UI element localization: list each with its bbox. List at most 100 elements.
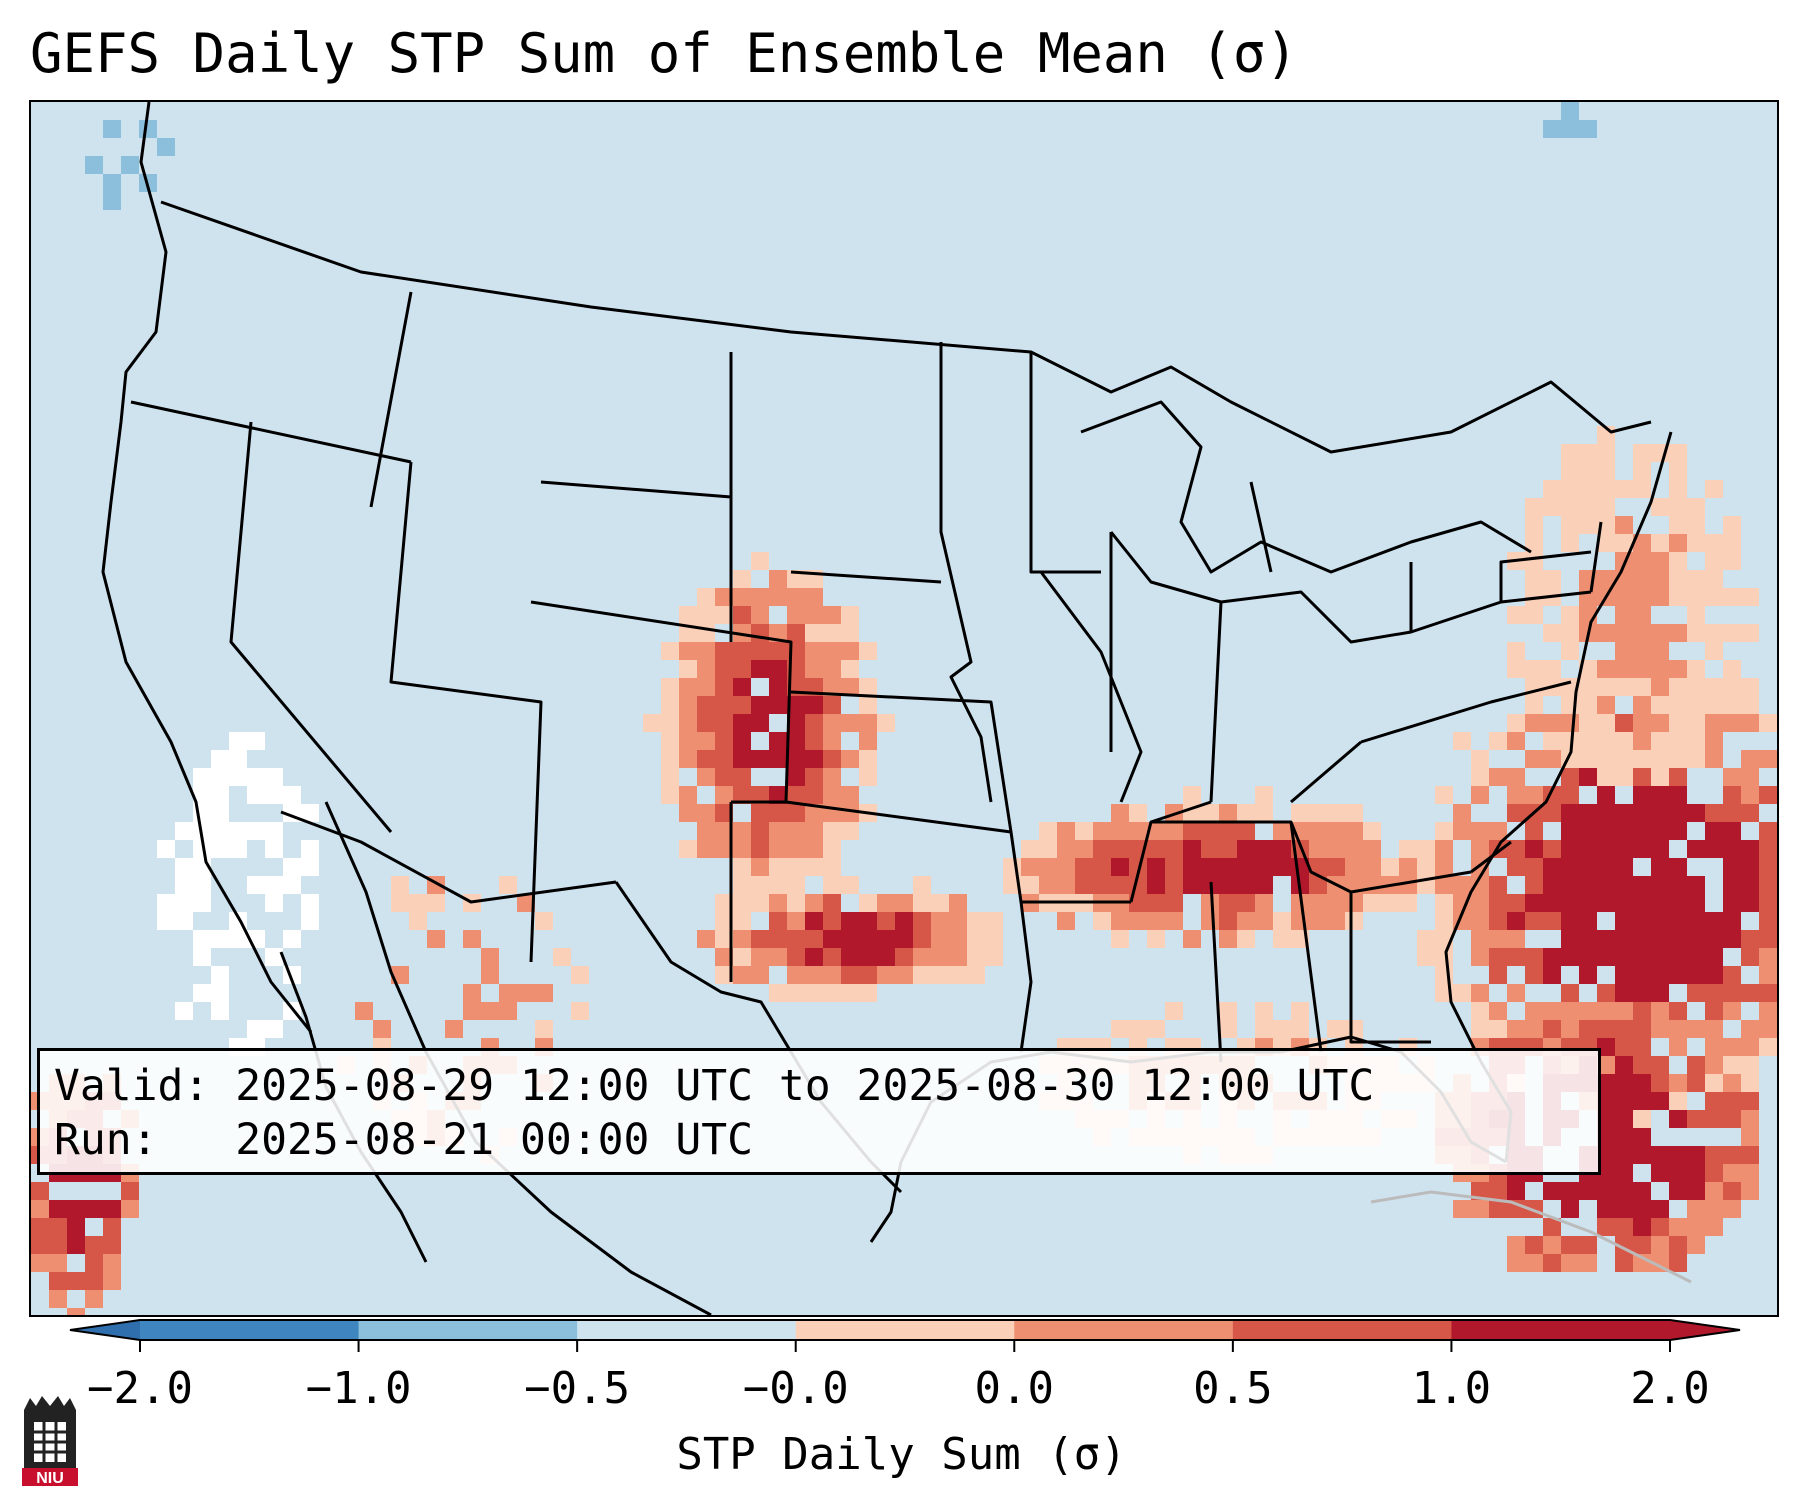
anomaly-cell: [1669, 1236, 1687, 1254]
anomaly-cell: [697, 768, 715, 786]
anomaly-cell: [823, 678, 841, 696]
anomaly-cell: [85, 1236, 103, 1254]
anomaly-cell: [49, 1236, 67, 1254]
anomaly-cell: [1651, 876, 1669, 894]
colorbar-segment: [577, 1320, 797, 1340]
anomaly-cell: [1237, 930, 1255, 948]
anomaly-cell: [1561, 1182, 1579, 1200]
anomaly-cell: [1579, 444, 1597, 462]
anomaly-cell: [1291, 912, 1309, 930]
anomaly-cell: [1471, 876, 1489, 894]
anomaly-cell: [1759, 948, 1777, 966]
anomaly-cell: [1705, 1056, 1723, 1074]
anomaly-cell: [1255, 840, 1273, 858]
anomaly-cell: [967, 912, 985, 930]
anomaly-cell: [769, 858, 787, 876]
anomaly-cell: [769, 876, 787, 894]
anomaly-cell: [247, 786, 265, 804]
anomaly-cell: [715, 966, 733, 984]
anomaly-cell: [1309, 876, 1327, 894]
anomaly-cell: [1615, 1002, 1633, 1020]
anomaly-cell: [787, 714, 805, 732]
anomaly-cell: [1615, 1254, 1633, 1272]
anomaly-cell: [1651, 642, 1669, 660]
anomaly-cell: [1543, 1182, 1561, 1200]
anomaly-cell: [1669, 876, 1687, 894]
anomaly-cell: [823, 642, 841, 660]
anomaly-cell: [1669, 1164, 1687, 1182]
anomaly-cell: [1723, 1092, 1741, 1110]
anomaly-cell: [1669, 1218, 1687, 1236]
anomaly-cell: [1525, 876, 1543, 894]
anomaly-cell: [1615, 1020, 1633, 1038]
anomaly-cell: [103, 1236, 121, 1254]
anomaly-cell: [1579, 1002, 1597, 1020]
anomaly-cell: [1633, 732, 1651, 750]
colorbar-segment: [140, 1320, 360, 1340]
anomaly-cell: [175, 858, 193, 876]
anomaly-cell: [1183, 876, 1201, 894]
anomaly-cell: [463, 930, 481, 948]
anomaly-cell: [661, 786, 679, 804]
colorbar-label: STP Daily Sum (σ): [676, 1429, 1127, 1480]
anomaly-cell: [805, 786, 823, 804]
anomaly-cell: [1633, 552, 1651, 570]
anomaly-cell: [1759, 912, 1777, 930]
anomaly-cell: [1507, 804, 1525, 822]
anomaly-cell: [571, 1002, 589, 1020]
anomaly-cell: [1723, 1182, 1741, 1200]
anomaly-cell: [733, 948, 751, 966]
anomaly-cell: [1597, 858, 1615, 876]
anomaly-cell: [1705, 1146, 1723, 1164]
anomaly-cell: [715, 930, 733, 948]
anomaly-cell: [1579, 1236, 1597, 1254]
anomaly-cell: [1615, 822, 1633, 840]
anomaly-cell: [1741, 894, 1759, 912]
anomaly-cell: [1597, 624, 1615, 642]
anomaly-cell: [1741, 1128, 1759, 1146]
anomaly-cell: [211, 822, 229, 840]
anomaly-cell: [1687, 1056, 1705, 1074]
anomaly-cell: [1597, 894, 1615, 912]
anomaly-cell: [1723, 822, 1741, 840]
anomaly-cell: [517, 894, 535, 912]
anomaly-cell: [805, 714, 823, 732]
anomaly-cell: [247, 732, 265, 750]
anomaly-cell: [1615, 912, 1633, 930]
anomaly-cell: [661, 678, 679, 696]
anomaly-cell: [1183, 840, 1201, 858]
anomaly-cell: [1201, 822, 1219, 840]
anomaly-cell: [103, 192, 121, 210]
anomaly-cell: [1633, 1218, 1651, 1236]
anomaly-cell: [247, 1020, 265, 1038]
anomaly-cell: [1327, 894, 1345, 912]
anomaly-cell: [1723, 696, 1741, 714]
anomaly-cell: [1669, 750, 1687, 768]
anomaly-cell: [733, 912, 751, 930]
anomaly-cell: [1435, 948, 1453, 966]
anomaly-cell: [805, 696, 823, 714]
anomaly-cell: [1633, 714, 1651, 732]
anomaly-cell: [1669, 444, 1687, 462]
anomaly-cell: [1525, 696, 1543, 714]
anomaly-cell: [1561, 840, 1579, 858]
anomaly-cell: [1705, 480, 1723, 498]
anomaly-cell: [1669, 768, 1687, 786]
anomaly-cell: [805, 750, 823, 768]
anomaly-cell: [1273, 822, 1291, 840]
anomaly-cell: [949, 948, 967, 966]
anomaly-cell: [301, 804, 319, 822]
anomaly-cell: [931, 912, 949, 930]
anomaly-cell: [1489, 966, 1507, 984]
anomaly-cell: [1759, 1020, 1777, 1038]
anomaly-cell: [571, 966, 589, 984]
mexico-us-border: [280, 810, 617, 904]
anomaly-cell: [85, 1272, 103, 1290]
anomaly-cell: [733, 660, 751, 678]
anomaly-cell: [103, 1254, 121, 1272]
anomaly-cell: [1561, 1254, 1579, 1272]
anomaly-cell: [1417, 840, 1435, 858]
anomaly-cell: [733, 966, 751, 984]
anomaly-cell: [751, 966, 769, 984]
anomaly-cell: [1129, 804, 1147, 822]
